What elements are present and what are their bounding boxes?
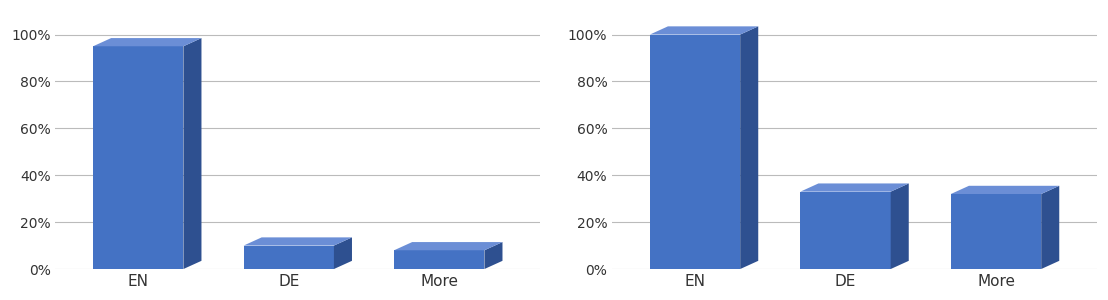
Polygon shape (650, 26, 758, 34)
Polygon shape (951, 186, 1059, 194)
Polygon shape (800, 192, 891, 269)
Polygon shape (93, 38, 202, 46)
Polygon shape (394, 250, 484, 269)
Polygon shape (650, 34, 740, 269)
Polygon shape (891, 183, 909, 269)
Polygon shape (244, 237, 352, 246)
Polygon shape (740, 26, 758, 269)
Polygon shape (951, 194, 1042, 269)
Polygon shape (334, 237, 352, 269)
Polygon shape (244, 246, 334, 269)
Polygon shape (93, 46, 184, 269)
Polygon shape (184, 38, 202, 269)
Polygon shape (394, 242, 503, 250)
Polygon shape (1042, 186, 1059, 269)
Polygon shape (484, 242, 503, 269)
Polygon shape (800, 183, 909, 192)
